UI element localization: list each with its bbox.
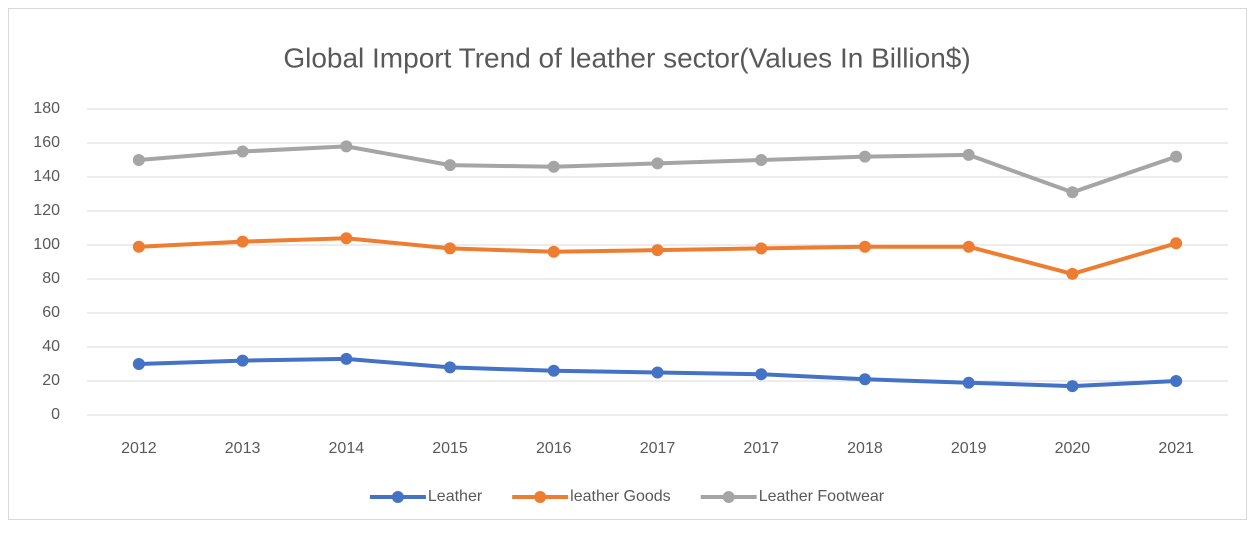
data-point <box>547 245 560 258</box>
data-point <box>755 368 768 381</box>
chart-title: Global Import Trend of leather sector(Va… <box>283 42 970 73</box>
data-point <box>340 232 353 245</box>
x-tick-label: 2016 <box>536 440 572 457</box>
x-tick-label: 2018 <box>847 440 883 457</box>
y-tick-label: 80 <box>42 270 60 287</box>
x-tick-label: 2017 <box>743 440 779 457</box>
data-point <box>962 376 975 389</box>
data-point <box>444 361 457 374</box>
x-tick-label: 2021 <box>1158 440 1194 457</box>
data-point <box>1066 267 1079 280</box>
data-point <box>340 140 353 153</box>
data-point <box>340 352 353 365</box>
data-point <box>444 242 457 255</box>
data-point <box>1170 375 1183 387</box>
legend-marker <box>534 491 547 503</box>
legend-label: leather Goods <box>570 488 671 505</box>
x-tick-label: 2014 <box>329 440 365 457</box>
legend: Leather leather Goods Leather Footwear <box>369 488 885 505</box>
x-tick-label: 2015 <box>432 440 468 457</box>
data-point <box>858 373 871 386</box>
y-tick-label: 0 <box>51 406 60 423</box>
y-tick-label: 160 <box>33 134 60 151</box>
data-point <box>651 157 664 170</box>
y-tick-label: 140 <box>33 168 60 185</box>
data-point <box>547 160 560 173</box>
y-tick-label: 40 <box>42 338 60 355</box>
y-tick-label: 100 <box>33 236 60 253</box>
y-tick-label: 180 <box>33 100 60 117</box>
data-point <box>858 240 871 253</box>
data-point <box>547 364 560 377</box>
x-tick-label: 2019 <box>951 440 987 457</box>
data-point <box>755 154 768 166</box>
data-point <box>1170 237 1183 250</box>
data-point <box>236 354 249 367</box>
data-point <box>1066 380 1079 393</box>
data-point <box>651 366 664 379</box>
data-point <box>962 240 975 253</box>
x-tick-label: 2017 <box>640 440 676 457</box>
data-point <box>132 154 145 166</box>
x-tick-label: 2013 <box>225 440 261 457</box>
data-point <box>132 358 145 370</box>
data-point <box>755 242 768 255</box>
x-tick-label: 2020 <box>1055 440 1091 457</box>
data-point <box>858 150 871 163</box>
data-point <box>1066 186 1079 199</box>
data-point <box>236 145 249 158</box>
data-point <box>236 235 249 248</box>
y-tick-label: 20 <box>42 372 60 389</box>
data-point <box>1170 150 1183 163</box>
y-tick-label: 60 <box>42 304 60 321</box>
legend-marker <box>391 491 404 503</box>
data-point <box>132 240 145 253</box>
data-point <box>962 148 975 161</box>
data-point <box>651 244 664 257</box>
data-point <box>444 159 457 172</box>
y-tick-label: 120 <box>33 202 60 219</box>
legend-label: Leather <box>428 488 483 505</box>
legend-marker <box>722 491 735 503</box>
x-tick-label: 2012 <box>121 440 157 457</box>
legend-label: Leather Footwear <box>759 488 885 505</box>
